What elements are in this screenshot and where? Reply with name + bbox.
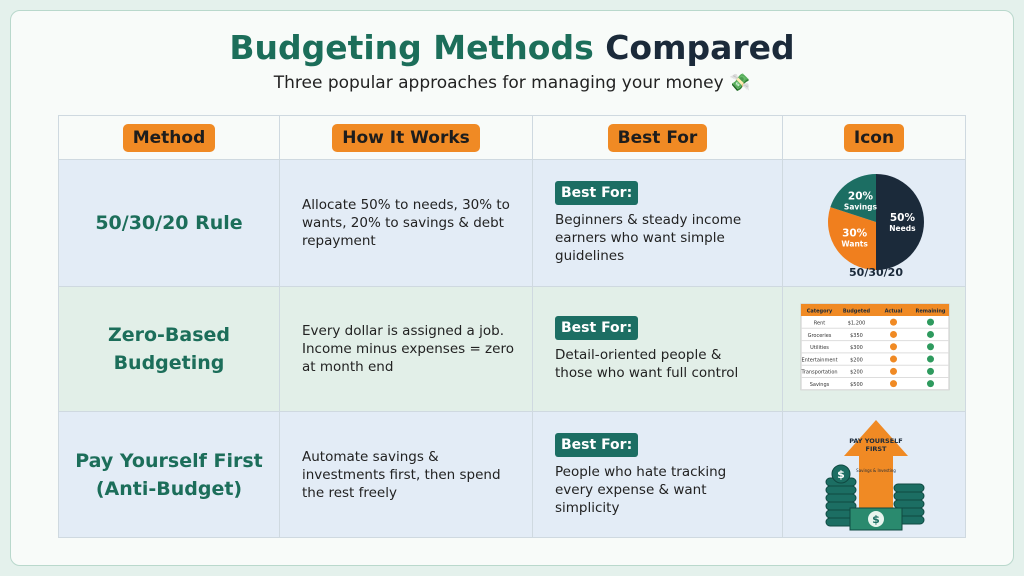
- best-for-text: Beginners & steady income earners who wa…: [555, 212, 742, 264]
- best-for-tag: Best For:: [555, 316, 639, 340]
- best-for-text: Detail-oriented people & those who want …: [555, 347, 739, 381]
- table-cell: Pay Yourself First (Anti-Budget): [58, 412, 280, 538]
- column-header: Method: [122, 123, 216, 152]
- table-cell: Automate savings & investments first, th…: [280, 412, 533, 538]
- table-cell: Zero-Based Budgeting: [58, 287, 280, 412]
- table-cell: [783, 412, 966, 538]
- table-cell: [783, 287, 966, 412]
- how-it-works: Every dollar is assigned a job. Income m…: [302, 323, 514, 375]
- best-for-tag: Best For:: [555, 432, 639, 457]
- title-main: Budgeting Methods: [229, 28, 594, 67]
- column-header: How It Works: [332, 123, 480, 152]
- table-cell: Best For: People who hate tracking every …: [533, 412, 783, 538]
- column-header: Best For: [607, 123, 708, 152]
- header-cell: Best For: [533, 115, 783, 160]
- header-cell: How It Works: [280, 115, 533, 160]
- table-cell: Allocate 50% to needs, 30% to wants, 20%…: [280, 160, 533, 287]
- table-cell: Best For: Beginners & steady income earne…: [533, 160, 783, 287]
- best-for-tag: Best For:: [555, 181, 639, 205]
- table-cell: Best For: Detail-oriented people & those …: [533, 287, 783, 412]
- table-cell: Every dollar is assigned a job. Income m…: [280, 287, 533, 412]
- header-cell: Icon: [783, 115, 966, 160]
- header-cell: Method: [58, 115, 280, 160]
- how-it-works: Allocate 50% to needs, 30% to wants, 20%…: [302, 197, 510, 249]
- method-name: Pay Yourself First (Anti-Budget): [75, 449, 263, 500]
- method-name: Zero-Based Budgeting: [107, 324, 231, 374]
- method-name: 50/30/20 Rule: [95, 212, 243, 234]
- title: Budgeting Methods Compared: [0, 28, 1024, 67]
- table-cell: [783, 160, 966, 287]
- how-it-works: Automate savings & investments first, th…: [302, 448, 501, 501]
- subtitle: Three popular approaches for managing yo…: [273, 73, 751, 93]
- table-cell: 50/30/20 Rule: [58, 160, 280, 287]
- best-for-text: People who hate tracking every expense &…: [555, 463, 727, 516]
- title-accent: Compared: [605, 28, 795, 67]
- column-header: Icon: [843, 123, 905, 152]
